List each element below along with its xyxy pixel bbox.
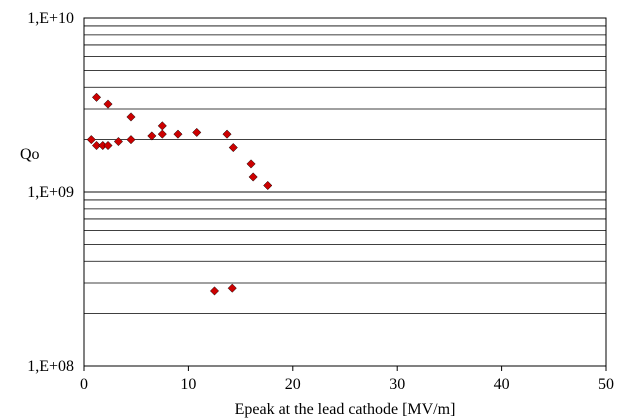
data-point [246, 159, 256, 169]
data-points [86, 92, 273, 296]
data-point [248, 172, 258, 182]
x-tick-label: 0 [80, 376, 88, 393]
x-tick-labels: 0 10 20 30 40 50 [80, 376, 614, 393]
data-point [103, 140, 113, 151]
data-point [126, 112, 136, 122]
data-point [222, 129, 232, 139]
x-tick-marks [83, 366, 607, 371]
plot-frame [83, 17, 607, 367]
data-point [173, 129, 183, 139]
data-point [192, 127, 202, 137]
data-point [86, 135, 96, 145]
data-point [227, 283, 237, 293]
data-point [91, 92, 102, 102]
y-axis-title: Qo [20, 146, 40, 163]
x-tick-label: 10 [180, 376, 196, 393]
x-tick-label: 20 [285, 376, 301, 393]
data-point [103, 99, 113, 109]
y-tick-label: 1,E+09 [27, 184, 74, 201]
y-tick-labels: 1,E+08 1,E+09 1,E+10 [27, 10, 74, 375]
data-point [157, 129, 167, 139]
x-tick-label: 50 [598, 376, 614, 393]
x-axis-title: Epeak at the lead cathode [MV/m] [235, 401, 456, 418]
data-point [209, 286, 220, 296]
grid [84, 25, 606, 315]
data-point [126, 135, 136, 145]
y-tick-label: 1,E+08 [27, 358, 74, 375]
y-tick-label: 1,E+10 [27, 10, 74, 27]
data-point [91, 140, 102, 151]
data-point [228, 143, 238, 153]
x-tick-label: 30 [389, 376, 405, 393]
data-point [113, 136, 124, 147]
data-point [263, 180, 273, 191]
data-point [157, 121, 167, 131]
data-point [147, 131, 157, 141]
x-tick-label: 40 [494, 376, 510, 393]
